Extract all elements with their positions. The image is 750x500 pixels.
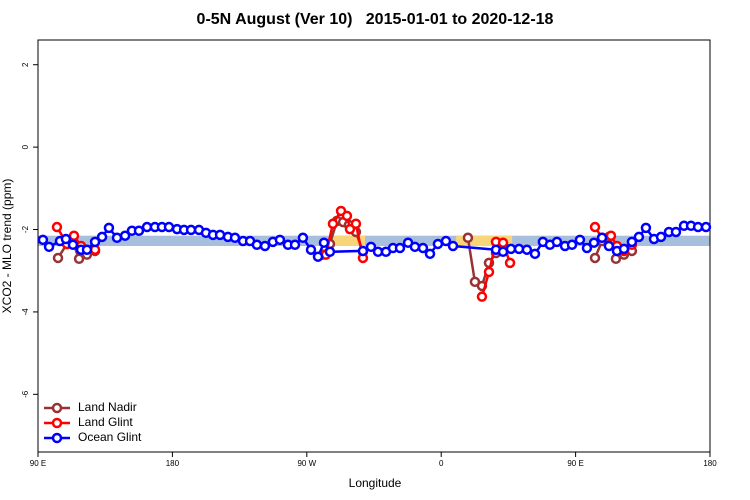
point [640,222,652,234]
point [341,210,353,222]
y-tick-label: -2 [21,225,30,233]
y-tick-label: 2 [21,62,30,67]
y-tick-label: -4 [21,308,30,316]
point [574,234,586,246]
point [603,240,615,252]
point [521,244,533,255]
legend-marker [51,432,63,444]
point [588,237,600,248]
chart-title: 0-5N August (Ver 10) 2015-01-01 to 2020-… [197,11,554,28]
point [440,235,452,247]
point [297,232,309,244]
point [447,240,459,252]
point [618,243,630,255]
point [655,231,667,243]
point [497,237,509,248]
point [60,233,72,245]
point [350,218,362,230]
point [581,242,593,254]
legend-label: Land Glint [78,415,133,429]
point [589,252,601,264]
point [67,239,79,251]
x-tick-label: 90 E [567,459,583,468]
point [504,257,516,269]
point [589,221,601,233]
point [700,221,712,233]
point [327,218,339,230]
point [633,231,645,243]
point [462,232,474,244]
x-tick-label: 90 E [30,459,46,468]
point [68,230,80,241]
point [111,232,123,244]
point [96,231,108,243]
x-tick-label: 0 [439,459,444,468]
point [43,241,55,253]
point [119,230,131,241]
point [605,230,617,241]
point [312,251,324,262]
point [417,242,429,254]
point [163,221,175,233]
point [89,236,101,248]
band [332,235,366,246]
y-tick-label: 0 [21,144,30,149]
point [529,248,541,260]
point [229,232,241,244]
x-tick-label: 90 W [297,459,316,468]
point [409,241,421,253]
legend-marker [51,417,63,429]
band [456,235,513,246]
point [133,225,145,237]
point [476,291,488,302]
y-axis-label: XCO2 - MLO trend (ppm) [0,179,14,314]
point [596,232,608,244]
point [483,266,495,278]
point [432,238,444,250]
point [394,242,406,254]
point [505,243,517,255]
point [73,253,85,265]
point [324,246,336,258]
point [259,240,271,252]
point [424,248,436,260]
point [551,236,563,248]
x-tick-label: 180 [166,459,180,468]
point [103,222,115,234]
point [670,226,682,238]
point [626,236,638,248]
point [51,221,63,233]
point [357,245,369,257]
point [289,239,301,251]
point [365,241,377,253]
point [566,239,578,251]
y-tick-label: -6 [21,390,30,398]
legend-label: Land Nadir [78,400,137,414]
point [52,252,64,264]
point [37,234,49,246]
band [38,235,710,246]
point [274,234,286,246]
point [81,244,93,255]
x-tick-label: 180 [703,459,717,468]
point [305,244,317,255]
point [251,239,263,251]
legend-marker [51,402,63,414]
plot-frame [37,39,711,453]
legend-label: Ocean Glint [78,430,142,444]
point [318,237,330,248]
x-axis-label: Longitude [349,476,402,490]
